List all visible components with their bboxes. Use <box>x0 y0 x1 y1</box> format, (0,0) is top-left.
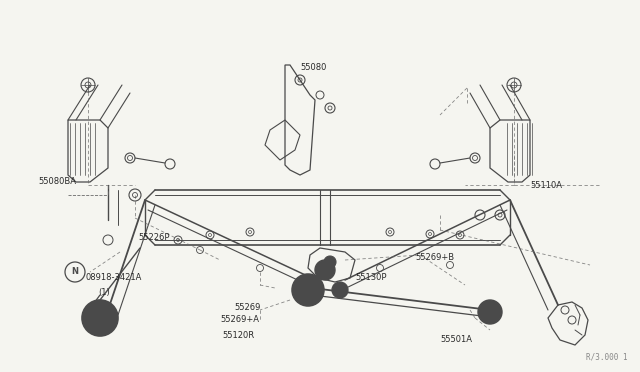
Text: 08918-3421A: 08918-3421A <box>86 273 142 282</box>
Text: 55110A: 55110A <box>530 180 562 189</box>
Text: 55269+B: 55269+B <box>415 253 454 263</box>
Circle shape <box>478 300 502 324</box>
Polygon shape <box>285 65 315 175</box>
Circle shape <box>82 300 118 336</box>
Text: 55080BA: 55080BA <box>38 177 76 186</box>
Text: 55130P: 55130P <box>355 273 387 282</box>
Text: 55269+A: 55269+A <box>220 315 259 324</box>
Circle shape <box>332 282 348 298</box>
Text: 55080: 55080 <box>300 64 326 73</box>
Polygon shape <box>548 302 588 345</box>
Text: N: N <box>72 267 79 276</box>
Text: 55501A: 55501A <box>440 336 472 344</box>
Text: 55269: 55269 <box>234 304 260 312</box>
Text: 55120R: 55120R <box>222 330 254 340</box>
Circle shape <box>315 260 335 280</box>
Circle shape <box>292 274 324 306</box>
Text: 55226P: 55226P <box>138 234 170 243</box>
Text: R/3.000 1: R/3.000 1 <box>586 353 628 362</box>
Polygon shape <box>308 248 355 282</box>
Circle shape <box>324 256 336 268</box>
Text: (1): (1) <box>98 288 109 296</box>
